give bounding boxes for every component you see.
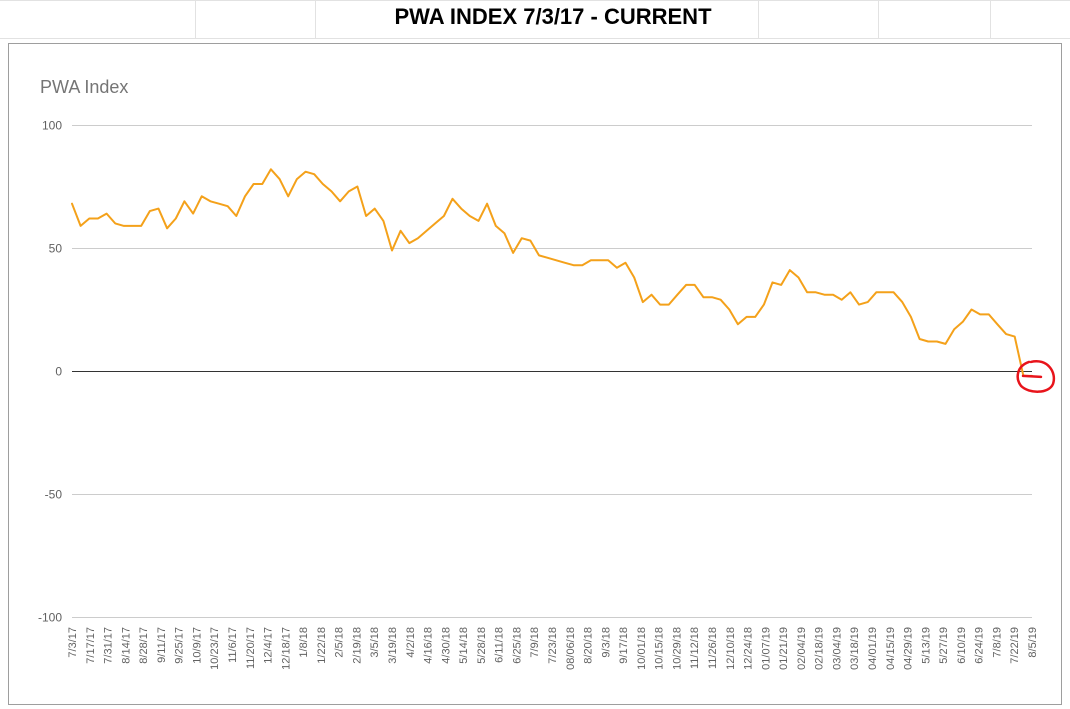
- x-tick-label: 03/18/19: [849, 627, 861, 670]
- x-tick-label: 7/3/17: [67, 627, 79, 658]
- x-tick-label: 08/06/18: [565, 627, 577, 670]
- x-tick-label: 10/9/17: [191, 627, 203, 664]
- x-tick-label: 7/23/18: [547, 627, 559, 664]
- x-tick-label: 10/29/18: [671, 627, 683, 670]
- x-tick-label: 6/24/19: [974, 627, 986, 664]
- x-tick-label: 7/9/18: [529, 627, 541, 658]
- x-tick-label: 8/5/19: [1027, 627, 1039, 658]
- x-tick-label: 6/10/19: [956, 627, 968, 664]
- x-tick-label: 3/19/18: [387, 627, 399, 664]
- x-tick-label: 04/29/19: [903, 627, 915, 670]
- x-tick-label: 03/04/19: [831, 627, 843, 670]
- x-tick-label: 2/19/18: [351, 627, 363, 664]
- x-tick-label: 1/8/18: [298, 627, 310, 658]
- annotation-circle: [1016, 359, 1056, 393]
- chart-frame[interactable]: [8, 43, 1062, 705]
- x-tick-label: 7/17/17: [85, 627, 97, 664]
- x-tick-label: 9/11/17: [156, 627, 168, 663]
- x-tick-label: 5/28/18: [476, 627, 488, 664]
- x-tick-label: 3/5/18: [369, 627, 381, 658]
- x-tick-label: 6/25/18: [511, 627, 523, 664]
- sheet-title: PWA INDEX 7/3/17 - CURRENT: [394, 4, 712, 29]
- chart-title: PWA Index: [40, 77, 128, 97]
- x-tick-label: 2/5/18: [334, 627, 346, 658]
- x-tick-label: 5/27/19: [938, 627, 950, 664]
- x-tick-label: 10/23/17: [209, 627, 221, 670]
- x-tick-label: 7/8/19: [991, 627, 1003, 658]
- x-tick-label: 1/22/18: [316, 627, 328, 664]
- x-tick-label: 9/3/18: [600, 627, 612, 658]
- x-tick-label: 12/18/17: [280, 627, 292, 670]
- x-tick-label: 9/25/17: [174, 627, 186, 664]
- x-tick-label: 11/20/17: [245, 627, 257, 669]
- series-line: [71, 168, 1033, 377]
- y-tick-label: 0: [55, 365, 62, 379]
- y-tick-label: -100: [38, 611, 62, 625]
- x-tick-label: 12/4/17: [263, 627, 275, 664]
- x-tick-label: 11/12/18: [689, 627, 701, 669]
- x-tick-label: 11/6/17: [227, 627, 239, 663]
- x-tick-label: 04/15/19: [885, 627, 897, 670]
- x-tick-label: 02/04/19: [796, 627, 808, 670]
- x-tick-label: 11/26/18: [707, 627, 719, 669]
- x-tick-label: 10/15/18: [654, 627, 666, 670]
- x-tick-label: 5/14/18: [458, 627, 470, 664]
- x-tick-label: 8/28/17: [138, 627, 150, 664]
- y-tick-label: -50: [45, 488, 63, 502]
- x-tick-label: 7/22/19: [1009, 627, 1021, 664]
- x-tick-label: 01/21/19: [778, 627, 790, 670]
- y-tick-label: 100: [42, 119, 62, 133]
- x-tick-label: 4/30/18: [440, 627, 452, 664]
- x-tick-label: 6/11/18: [494, 627, 506, 663]
- x-tick-label: 7/31/17: [103, 627, 115, 664]
- x-tick-label: 4/2/18: [405, 627, 417, 658]
- y-tick-label: 50: [49, 242, 63, 256]
- x-tick-label: 8/20/18: [583, 627, 595, 664]
- x-tick-label: 01/07/19: [760, 627, 772, 670]
- x-tick-label: 10/01/18: [636, 627, 648, 670]
- x-tick-label: 5/13/19: [920, 627, 932, 664]
- x-tick-label: 12/10/18: [725, 627, 737, 670]
- x-tick-label: 4/16/18: [423, 627, 435, 664]
- x-tick-label: 8/14/17: [120, 627, 132, 664]
- x-tick-label: 12/24/18: [743, 627, 755, 670]
- x-tick-label: 04/01/19: [867, 627, 879, 670]
- x-tick-label: 9/17/18: [618, 627, 630, 664]
- x-tick-label: 02/18/19: [814, 627, 826, 670]
